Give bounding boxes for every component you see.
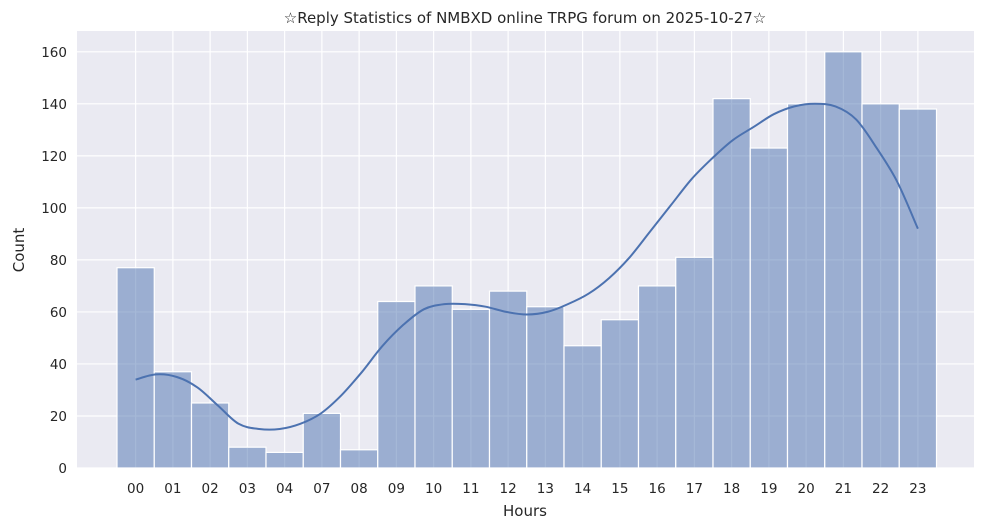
x-tick-label: 13 — [537, 481, 554, 497]
histogram-bar — [153, 371, 193, 469]
x-tick-label: 04 — [276, 481, 293, 497]
x-tick-label: 03 — [239, 481, 256, 497]
x-tick-label: 14 — [574, 481, 591, 497]
y-tick-label: 80 — [50, 253, 67, 269]
y-tick-labels: 0 20 40 60 80 100 120 140 160 — [41, 45, 67, 477]
histogram-bar — [265, 451, 304, 469]
y-tick-label: 100 — [41, 201, 67, 217]
histogram-bar — [861, 103, 900, 469]
x-tick-label: 07 — [313, 481, 330, 497]
x-tick-label: 22 — [872, 481, 889, 497]
x-axis-label: Hours — [503, 502, 547, 520]
x-tick-label: 16 — [649, 481, 666, 497]
chart-title: ☆Reply Statistics of NMBXD online TRPG f… — [284, 9, 767, 27]
x-tick-label: 15 — [611, 481, 628, 497]
x-tick-label: 18 — [723, 481, 740, 497]
histogram-bar — [302, 412, 342, 469]
x-tick-label: 09 — [388, 481, 405, 497]
x-tick-label: 08 — [351, 481, 368, 497]
x-tick-label: 10 — [425, 481, 442, 497]
y-tick-label: 60 — [50, 305, 67, 321]
x-tick-label: 17 — [686, 481, 703, 497]
histogram-bar — [414, 285, 453, 469]
histogram-bar — [451, 308, 491, 469]
histogram-bar — [824, 51, 863, 469]
x-tick-label: 00 — [127, 481, 144, 497]
histogram-bar — [377, 300, 416, 469]
x-tick-label: 11 — [462, 481, 479, 497]
x-tick-label: 20 — [798, 481, 815, 497]
histogram-bar — [228, 446, 267, 469]
histogram-bar — [526, 306, 565, 469]
x-tick-label: 23 — [909, 481, 926, 497]
histogram-bar — [600, 319, 640, 469]
y-tick-label: 40 — [50, 357, 67, 373]
histogram-bar — [637, 285, 677, 469]
histogram-bar — [488, 290, 528, 469]
histogram-bar — [749, 147, 789, 469]
histogram-bar — [190, 402, 230, 469]
x-tick-label: 19 — [760, 481, 777, 497]
x-tick-label: 12 — [500, 481, 517, 497]
bars — [116, 51, 938, 469]
y-tick-label: 20 — [50, 409, 67, 425]
x-tick-label: 02 — [202, 481, 219, 497]
y-tick-label: 140 — [41, 97, 67, 113]
x-tick-label: 01 — [164, 481, 181, 497]
x-tick-label: 21 — [835, 481, 852, 497]
kde-curve — [135, 102, 919, 431]
histogram-bar — [339, 449, 379, 469]
x-tick-labels: 00 01 02 03 04 07 08 09 10 11 12 13 14 15 16 17 18 19 20 21… — [127, 481, 926, 497]
histogram-bar — [675, 256, 714, 469]
y-tick-label: 120 — [41, 149, 67, 165]
histogram-bar — [563, 345, 602, 469]
histogram-bar — [786, 103, 826, 469]
histogram-bar — [898, 108, 938, 469]
y-tick-label: 0 — [58, 461, 67, 477]
y-axis-label: Count — [10, 228, 28, 273]
histogram-bar — [712, 98, 751, 469]
y-tick-label: 160 — [41, 45, 67, 61]
histogram-bar — [116, 267, 155, 469]
